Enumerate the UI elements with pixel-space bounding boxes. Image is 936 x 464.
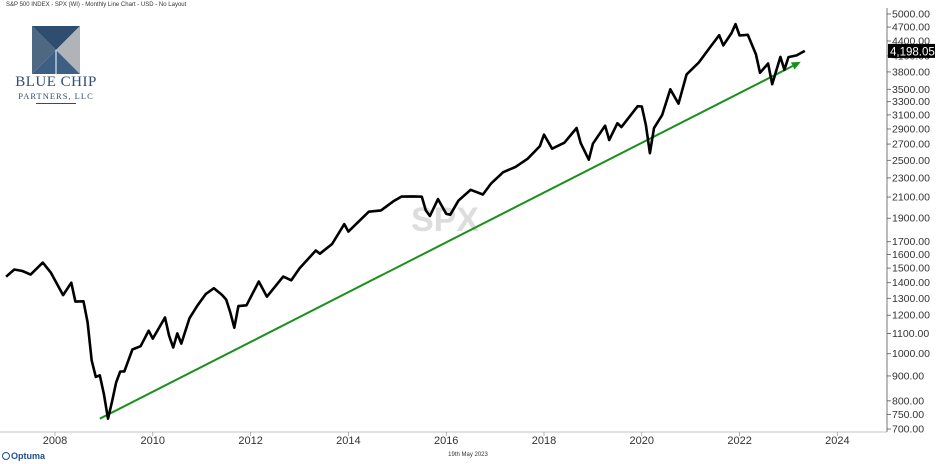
chart-header-title: S&P 500 INDEX - SPX (WI) - Monthly Line … xyxy=(6,2,187,8)
y-tick-label: 750.00 xyxy=(892,409,924,421)
last-price-text: 4,198.05 xyxy=(890,46,935,58)
y-tick-label: 1600.00 xyxy=(892,249,930,261)
footer-date: 19th May 2023 xyxy=(448,452,488,458)
footer-brand-text: Optuma xyxy=(11,451,46,461)
x-tick-label: 2022 xyxy=(727,435,751,447)
logo-divider xyxy=(36,103,76,104)
footer-brand: Optuma xyxy=(2,451,45,461)
y-tick-label: 3300.00 xyxy=(892,96,930,108)
y-tick-label: 3500.00 xyxy=(892,84,930,96)
y-tick-label: 2500.00 xyxy=(892,155,930,167)
y-tick-label: 3100.00 xyxy=(892,109,930,121)
y-tick-label: 1500.00 xyxy=(892,263,930,275)
price-line xyxy=(5,22,806,420)
y-tick-label: 1100.00 xyxy=(892,328,929,340)
y-tick-label: 2900.00 xyxy=(892,123,930,135)
y-tick-label: 1700.00 xyxy=(892,236,930,248)
y-tick-label: 2300.00 xyxy=(892,172,930,184)
x-tick-label: 2010 xyxy=(141,435,165,447)
x-tick-label: 2016 xyxy=(434,435,458,447)
x-tick-label: 2014 xyxy=(336,435,360,447)
y-tick-label: 2100.00 xyxy=(892,192,930,204)
logo-name-line2: PARTNERS, LLC xyxy=(18,91,94,101)
trend-line xyxy=(99,65,794,420)
x-axis: 2008 2010 2012 2014 2016 2018 2020 2022 2024 xyxy=(43,432,850,447)
y-tick-label: 900.00 xyxy=(892,370,924,382)
y-tick-label: 1000.00 xyxy=(892,348,930,360)
y-tick-label: 1300.00 xyxy=(892,293,930,305)
y-tick-label: 1900.00 xyxy=(892,213,930,225)
last-price-bg xyxy=(888,43,935,58)
y-tick-label: 700.00 xyxy=(892,424,924,436)
y-tick-label: 1200.00 xyxy=(892,310,930,322)
x-tick-label: 2018 xyxy=(532,435,556,447)
last-price-badge: 4,198.05 xyxy=(888,43,935,58)
y-tick-label: 2700.00 xyxy=(892,139,930,151)
x-tick-label: 2012 xyxy=(238,435,262,447)
y-tick-label: 1400.00 xyxy=(892,277,930,289)
company-logo: BLUE CHIP PARTNERS, LLC xyxy=(4,24,108,114)
trend-arrow-icon xyxy=(790,61,801,70)
logo-name-line1: BLUE CHIP xyxy=(15,74,97,90)
logo-diamond-icon xyxy=(32,26,80,74)
y-tick-label: 5000.00 xyxy=(892,9,930,21)
y-tick-label: 3800.00 xyxy=(892,66,930,78)
x-tick-label: 2020 xyxy=(630,435,654,447)
x-tick-label: 2024 xyxy=(825,435,849,447)
optuma-logo-icon xyxy=(2,452,10,460)
watermark-text: SPX xyxy=(411,201,479,239)
y-tick-label: 800.00 xyxy=(892,395,924,407)
x-tick-label: 2008 xyxy=(43,435,67,447)
y-tick-label: 4700.00 xyxy=(892,22,930,34)
